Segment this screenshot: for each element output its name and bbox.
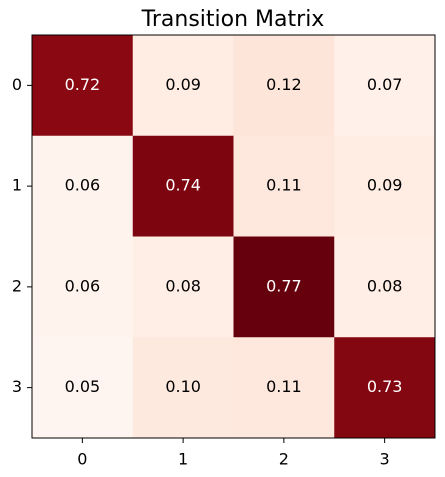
y-tick-label: 0 (12, 75, 22, 94)
cell (132, 236, 234, 338)
cell-label: 0.07 (367, 75, 403, 94)
cell-label: 0.12 (266, 75, 302, 94)
cell (132, 35, 234, 137)
cell-label: 0.11 (266, 176, 302, 195)
cell (32, 337, 134, 439)
cell (233, 236, 335, 338)
cell (334, 35, 436, 137)
frame (31, 34, 436, 439)
x-tick-label: 2 (279, 450, 289, 469)
y-tick-label: 2 (12, 276, 22, 295)
cell (334, 236, 436, 338)
cell-label: 0.74 (165, 176, 201, 195)
cell-label: 0.06 (65, 276, 101, 295)
cell-label: 0.72 (65, 75, 101, 94)
cell-label: 0.77 (266, 276, 302, 295)
cell-label: 0.10 (165, 377, 201, 396)
x-tick-label: 1 (178, 450, 188, 469)
cell-label: 0.73 (367, 377, 403, 396)
x-tick-label: 0 (77, 450, 87, 469)
cell (132, 135, 234, 237)
cell (334, 337, 436, 439)
cell (32, 135, 134, 237)
cell (233, 35, 335, 137)
cell-label: 0.09 (367, 176, 403, 195)
cell-label: 0.11 (266, 377, 302, 396)
cell (32, 35, 134, 137)
cell (334, 135, 436, 237)
cell-label: 0.09 (165, 75, 201, 94)
cell-label: 0.06 (65, 176, 101, 195)
chart-title: Transition Matrix (141, 7, 325, 32)
cell (132, 337, 234, 439)
cell (32, 236, 134, 338)
y-tick-label: 1 (12, 176, 22, 195)
y-tick-label: 3 (12, 377, 22, 396)
cell-label: 0.05 (65, 377, 101, 396)
cell-label: 0.08 (367, 276, 403, 295)
cell (233, 337, 335, 439)
cell-label: 0.08 (165, 276, 201, 295)
x-tick-label: 3 (380, 450, 390, 469)
cell (233, 135, 335, 237)
